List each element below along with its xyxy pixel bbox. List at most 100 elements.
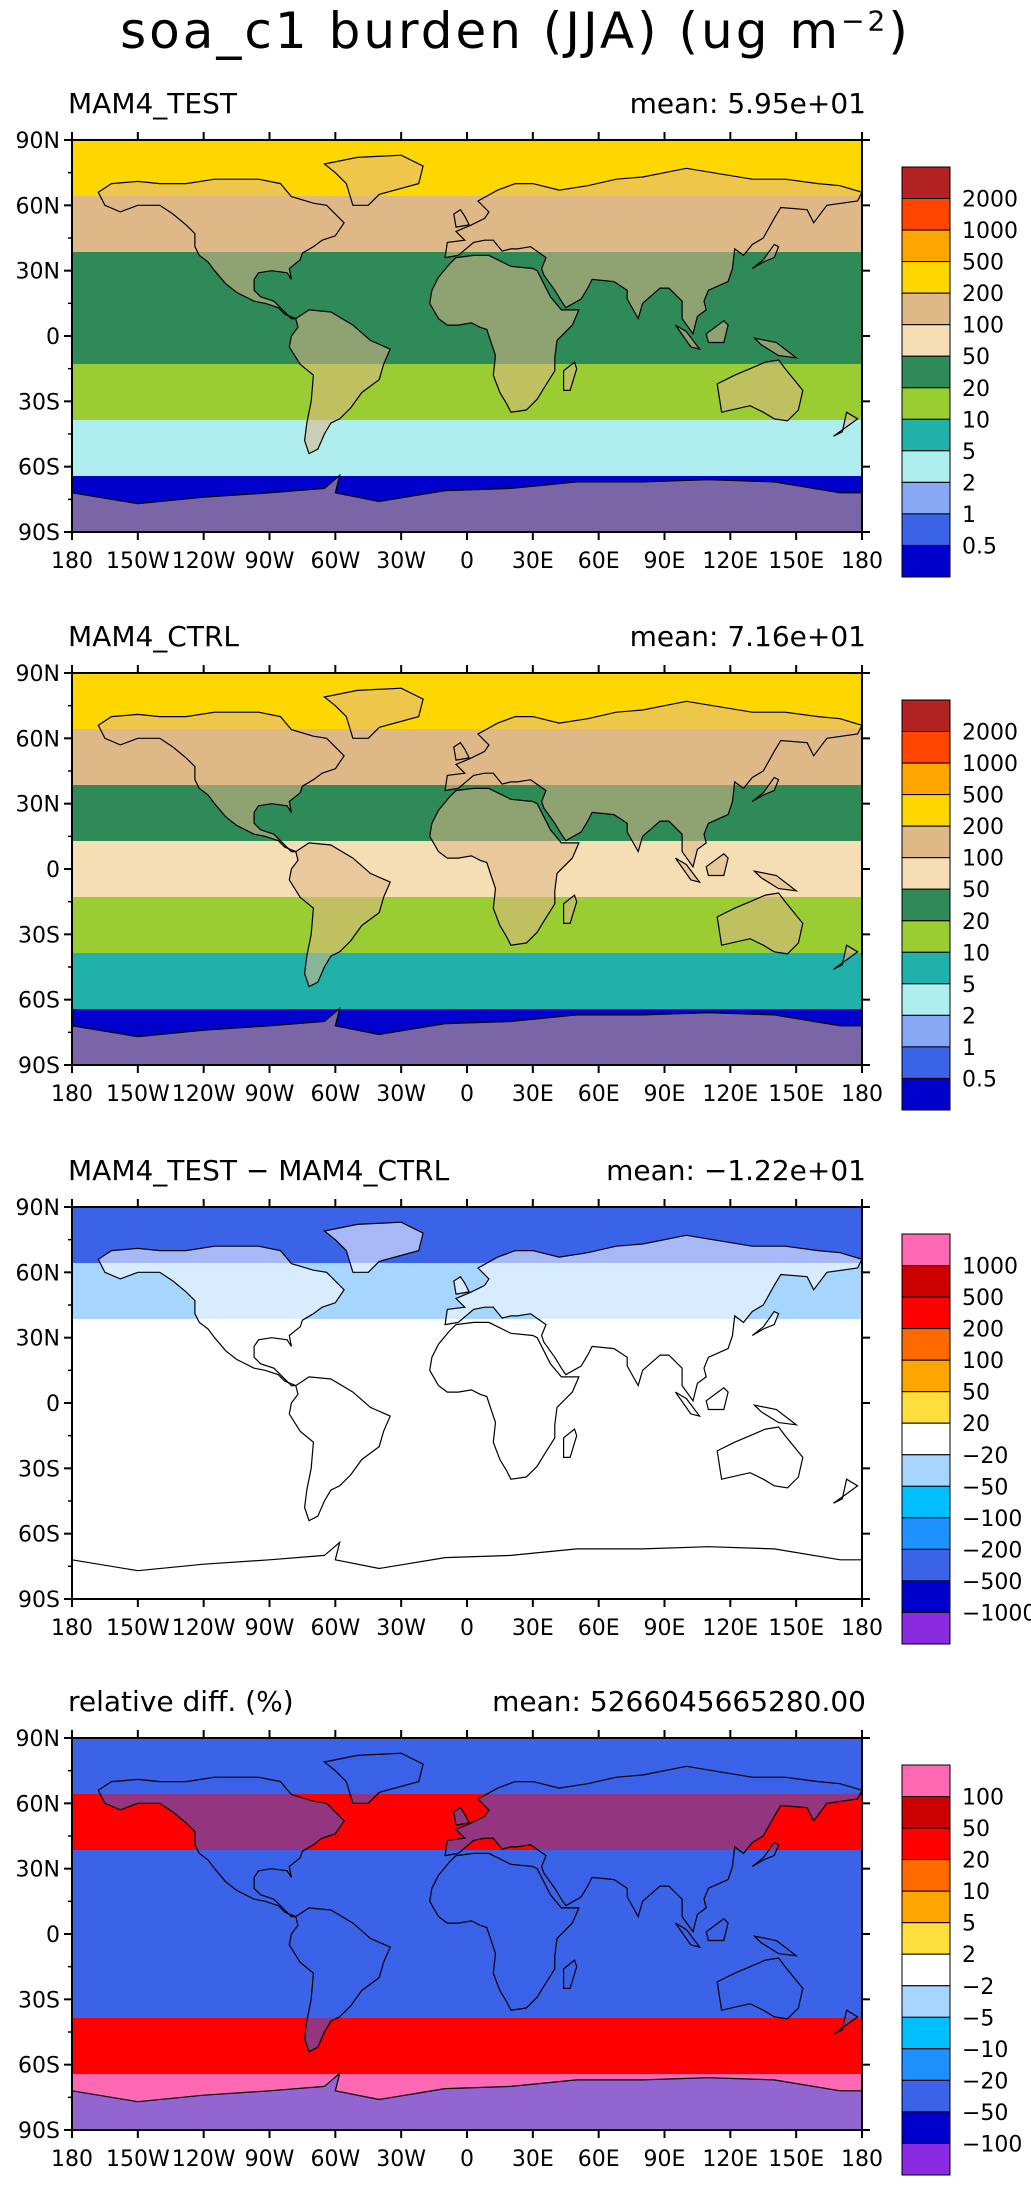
lon-label: 30E (512, 1616, 554, 1641)
colorbar-label: 20 (962, 377, 990, 402)
coast-greenland (323, 1221, 424, 1273)
lat-label: 90N (16, 1196, 60, 1221)
colorbar-swatch (901, 1985, 951, 2018)
colorbar-swatch (901, 261, 951, 294)
colorbar-label: 100 (962, 1786, 1004, 1811)
map-svg-reldiff: 90N 60N 30N 0 30S 60S 90S 180 150W 120W 90W 60W 30W 0… (16, 1727, 1022, 2176)
colorbar-label: 5 (962, 973, 976, 998)
colorbar-swatch (901, 166, 951, 199)
lat-label: 60S (18, 989, 60, 1014)
colorbar-label: 500 (962, 1286, 1004, 1311)
title-exponent: −2 (841, 4, 889, 38)
lon-label: 120W (172, 2147, 236, 2172)
lon-label: 60W (310, 549, 360, 574)
colorbar-swatch (901, 825, 951, 859)
lat-label: 60N (16, 727, 60, 752)
lat-axis: 90N 60N 30N 0 30S 60S 90S (16, 1727, 870, 2144)
map-svg-test: 90N 60N 30N 0 30S 60S 90S 180 150W 120W 90W 60W 30W 0… (16, 129, 1018, 578)
field-band (72, 2018, 862, 2075)
coastlines (71, 1221, 863, 1600)
colorbar-swatch (901, 2111, 951, 2144)
panel-ctrl-mean: mean: 7.16e+01 (629, 620, 866, 653)
coast-madagascar (562, 361, 578, 391)
coast-africa (429, 1321, 580, 1480)
lat-label: 60N (16, 194, 60, 219)
colorbar-label: 0.5 (962, 1068, 997, 1093)
coast-madagascar (562, 894, 578, 924)
colorbar-swatch (901, 1764, 951, 1797)
colorbar-swatch (901, 198, 951, 231)
lon-label: 0 (460, 2147, 474, 2172)
coast-uk (453, 208, 471, 228)
colorbar-label: 2 (962, 1004, 976, 1029)
colorbar-swatch (901, 1517, 951, 1550)
colorbar-swatch (901, 355, 951, 389)
colorbar-label: 500 (962, 251, 1004, 276)
lat-label: 30N (16, 1327, 60, 1352)
lat-label: 90N (16, 129, 60, 154)
colorbar: 2000 1000 500 200 100 50 20 10 5 2 1 0.5 (901, 699, 1018, 1111)
coast-africa (429, 1852, 580, 2011)
colorbar-swatch (901, 387, 951, 420)
colorbar-label: 200 (962, 815, 1004, 840)
panel-diff-mean: mean: −1.22e+01 (606, 1154, 866, 1187)
coast-new-guinea (752, 337, 799, 359)
lon-label: 30E (512, 2147, 554, 2172)
lat-label: 30S (18, 923, 60, 948)
colorbar-label: 50 (962, 878, 990, 903)
coast-madagascar (562, 1428, 578, 1458)
colorbar-swatch (901, 418, 951, 452)
coast-japan (751, 243, 780, 270)
colorbar-swatch (901, 762, 951, 796)
lat-label: 90S (18, 2119, 60, 2144)
colorbar-swatch (901, 229, 951, 263)
lon-label: 120W (172, 1616, 236, 1641)
colorbar-label: 0.5 (962, 535, 997, 560)
lon-label: 60W (310, 1616, 360, 1641)
lon-label: 90W (245, 2147, 295, 2172)
lat-label: 60N (16, 1261, 60, 1286)
lon-label: 120E (702, 1616, 758, 1641)
colorbar-swatch (901, 1391, 951, 1424)
colorbar-swatch (901, 1890, 951, 1924)
coast-australia (716, 1957, 804, 2020)
lon-label: 150E (768, 1082, 824, 1107)
coast-eurasia (444, 167, 863, 336)
lon-label: 90E (644, 549, 686, 574)
coast-australia (716, 359, 804, 422)
colorbar-swatch (901, 450, 951, 483)
colorbar-swatch (901, 1422, 951, 1456)
lat-axis: 90N 60N 30N 0 30S 60S 90S (16, 1196, 870, 1613)
coast-greenland (323, 1752, 424, 1804)
lat-label: 90S (18, 1588, 60, 1613)
coastlines (71, 1752, 863, 2131)
lat-label: 90S (18, 1054, 60, 1079)
coast-sumatra (675, 1922, 702, 1949)
colorbar-label: −20 (962, 1444, 1008, 1469)
title-suffix: ) (888, 2, 911, 60)
colorbar-swatch (901, 1548, 951, 1582)
colorbar-label: 100 (962, 847, 1004, 872)
lon-label: 90W (245, 1082, 295, 1107)
coast-africa (429, 254, 580, 413)
lon-axis: 180 150W 120W 90W 60W 30W 0 30E 60E 90E 120E 150E 18… (51, 1199, 883, 1641)
colorbar-swatch (901, 1328, 951, 1361)
coast-sumatra (675, 324, 702, 351)
lon-label: 60E (578, 549, 620, 574)
lat-label: 30N (16, 1858, 60, 1883)
lat-label: 0 (46, 1923, 60, 1948)
colorbar-label: −50 (962, 1475, 1008, 1500)
colorbar-label: −20 (962, 2069, 1008, 2094)
colorbar-label: 100 (962, 1349, 1004, 1374)
colorbar-swatch (901, 1454, 951, 1487)
colorbar-swatch (901, 1827, 951, 1861)
lon-label: 150W (106, 1616, 170, 1641)
colorbar-label: 1 (962, 1036, 976, 1061)
colorbar-swatch (901, 983, 951, 1016)
lon-label: 120E (702, 549, 758, 574)
colorbar-swatch (901, 794, 951, 827)
colorbar-swatch (901, 699, 951, 732)
lon-label: 60E (578, 2147, 620, 2172)
colorbar-swatch (901, 1014, 951, 1048)
coast-new-zealand (833, 411, 859, 437)
